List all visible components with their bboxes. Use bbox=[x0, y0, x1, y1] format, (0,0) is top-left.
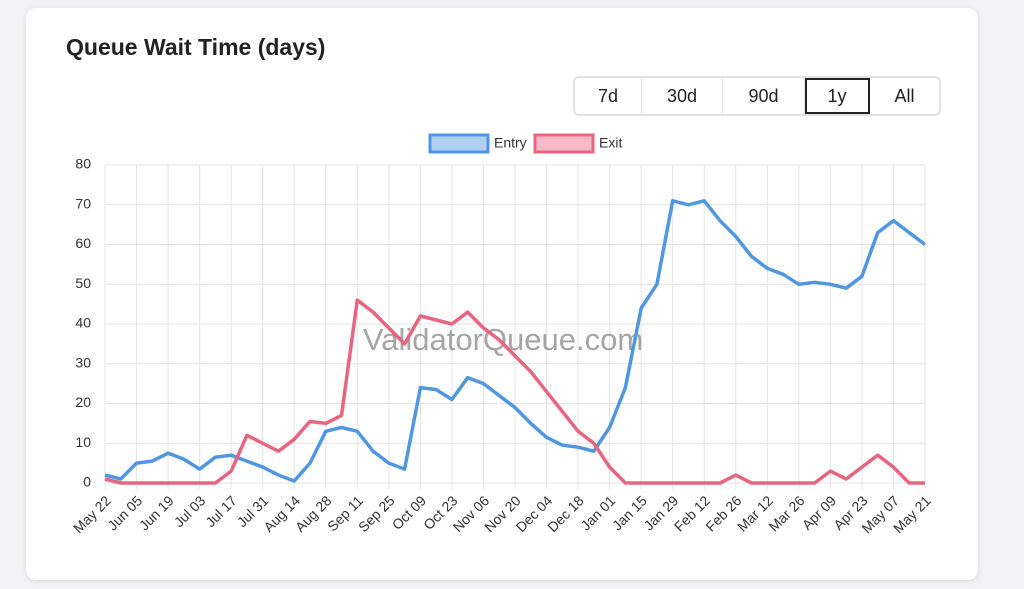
y-tick-label: 70 bbox=[75, 195, 91, 211]
y-tick-label: 50 bbox=[75, 275, 91, 291]
range-button[interactable]: 7d bbox=[575, 78, 642, 114]
range-button[interactable]: All bbox=[894, 86, 915, 106]
x-tick-label: Jan 01 bbox=[577, 492, 618, 533]
x-tick-label: May 22 bbox=[70, 492, 114, 536]
y-tick-label: 10 bbox=[75, 434, 91, 450]
series-line bbox=[104, 199, 927, 483]
x-tick-label: Jan 15 bbox=[609, 492, 650, 533]
x-tick-label: Jun 19 bbox=[136, 492, 177, 533]
x-tick-label: Dec 18 bbox=[544, 492, 587, 535]
x-tick-label: Oct 09 bbox=[389, 492, 430, 533]
x-tick-label: Apr 09 bbox=[799, 492, 840, 533]
y-tick-label: 20 bbox=[75, 394, 91, 410]
y-tick-label: 0 bbox=[83, 474, 91, 490]
x-tick-label: Jul 17 bbox=[202, 492, 240, 530]
x-tick-label: Aug 28 bbox=[292, 492, 335, 535]
x-tick-label: Jul 03 bbox=[171, 492, 209, 530]
y-tick-label: 80 bbox=[75, 156, 91, 172]
y-tick-label: 30 bbox=[75, 354, 91, 370]
legend-label: Exit bbox=[599, 135, 622, 151]
legend-swatch bbox=[533, 133, 595, 154]
legend-swatch bbox=[428, 133, 490, 154]
legend-label: Entry bbox=[494, 135, 527, 151]
y-tick-label: 40 bbox=[75, 315, 91, 331]
range-button[interactable]: 90d bbox=[723, 78, 805, 114]
range-button[interactable]: 30d bbox=[642, 78, 723, 114]
x-tick-label: Mar 26 bbox=[765, 492, 807, 534]
x-tick-label: Jun 05 bbox=[104, 492, 145, 533]
chart-title: Queue Wait Time (days) bbox=[66, 34, 326, 60]
range-button[interactable]: 1y bbox=[805, 78, 870, 114]
watermark: ValidatorQueue.com bbox=[363, 322, 643, 357]
x-tick-label: Sep 25 bbox=[355, 492, 398, 535]
range-buttons: 7d 30d 90d 1y All bbox=[573, 76, 941, 116]
y-tick-label: 60 bbox=[75, 235, 91, 251]
series-line bbox=[104, 298, 925, 485]
